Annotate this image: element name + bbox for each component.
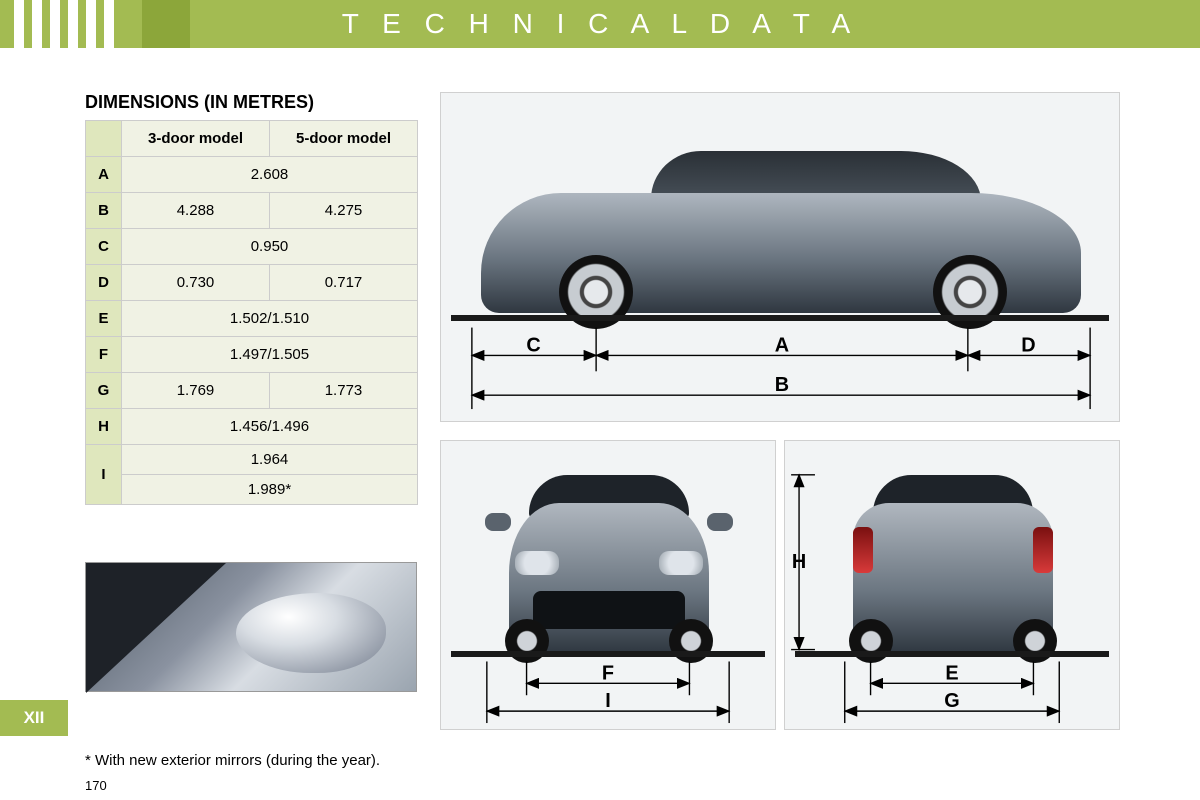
header-band: T E C H N I C A L D A T A — [0, 0, 1200, 48]
section-heading: DIMENSIONS (IN METRES) — [85, 92, 314, 113]
table-row: H 1.456/1.496 — [86, 409, 418, 445]
front-mirror-left-icon — [485, 513, 511, 531]
header-stripes — [14, 0, 114, 48]
mirror-shape-icon — [236, 593, 386, 673]
col-5door: 5-door model — [270, 121, 418, 157]
dim-label-G: G — [944, 690, 959, 712]
table-row: B 4.288 4.275 — [86, 193, 418, 229]
table-header-row: 3-door model 5-door model — [86, 121, 418, 157]
taillight-right-icon — [1033, 527, 1053, 573]
dim-label-A: A — [775, 334, 789, 356]
section-tab: XII — [0, 700, 68, 736]
table-row: E 1.502/1.510 — [86, 301, 418, 337]
header-accent-square — [142, 0, 190, 48]
headlight-right-icon — [659, 551, 703, 575]
page-number: 170 — [85, 778, 107, 793]
taillight-left-icon — [853, 527, 873, 573]
ground-line — [451, 651, 765, 657]
front-mirror-right-icon — [707, 513, 733, 531]
car-side-diagram: C A D B — [440, 92, 1120, 422]
table-row: 1.989* — [86, 475, 418, 505]
table-row: G 1.769 1.773 — [86, 373, 418, 409]
ground-line — [795, 651, 1109, 657]
dim-label-I: I — [605, 690, 611, 712]
front-grille — [533, 591, 685, 629]
col-3door: 3-door model — [122, 121, 270, 157]
table-corner — [86, 121, 122, 157]
ground-line — [451, 315, 1109, 321]
dim-label-F: F — [602, 662, 614, 684]
table-row: D 0.730 0.717 — [86, 265, 418, 301]
dim-label-C: C — [526, 334, 540, 356]
footnote: * With new exterior mirrors (during the … — [85, 752, 380, 769]
mirror-photo-window — [86, 563, 226, 693]
table-row: A 2.608 — [86, 157, 418, 193]
dimensions-table: 3-door model 5-door model A 2.608 B 4.28… — [85, 120, 418, 505]
car-rear-diagram: H E G — [784, 440, 1120, 730]
dim-label-H: H — [792, 551, 806, 573]
headlight-left-icon — [515, 551, 559, 575]
dim-label-B: B — [775, 374, 789, 396]
dim-label-D: D — [1021, 334, 1035, 356]
table-row: F 1.497/1.505 — [86, 337, 418, 373]
mirror-photo — [85, 562, 417, 692]
table-row: C 0.950 — [86, 229, 418, 265]
table-row: I 1.964 — [86, 445, 418, 475]
car-front-diagram: F I — [440, 440, 776, 730]
dim-label-E: E — [945, 662, 958, 684]
